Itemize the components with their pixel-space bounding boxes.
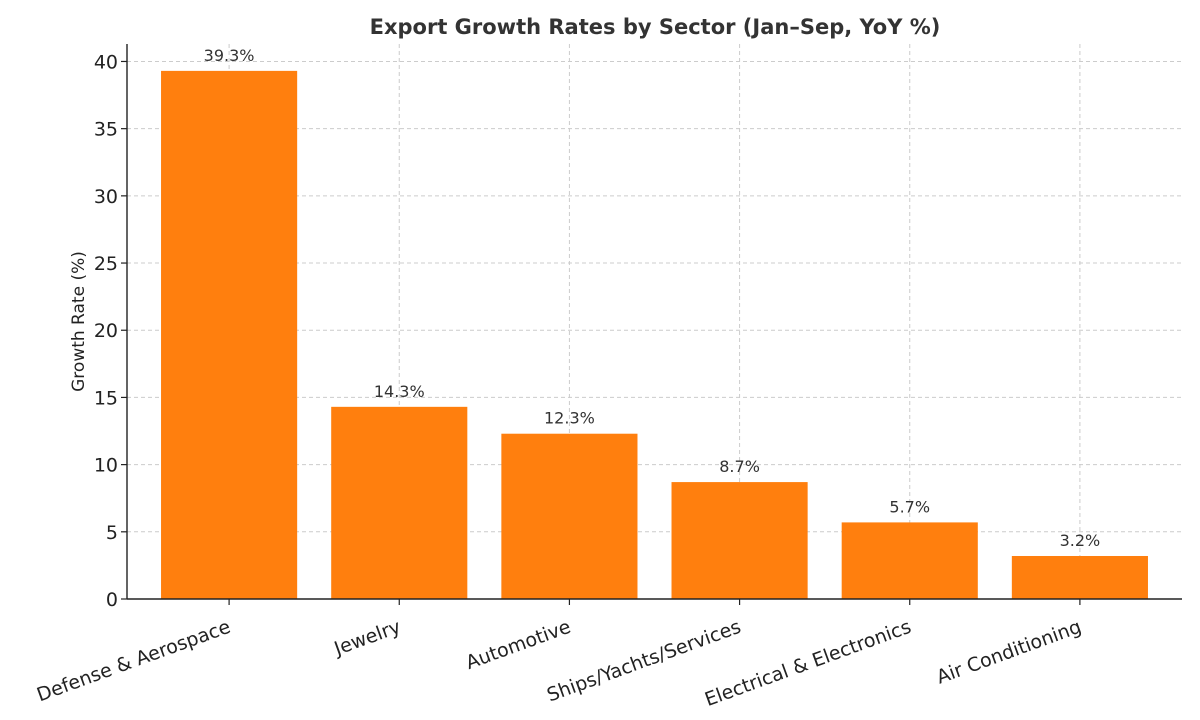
chart-title: Export Growth Rates by Sector (Jan–Sep, … (370, 15, 941, 39)
bar (1011, 555, 1148, 599)
data-labels: 39.3% 14.3% 12.3% 8.7% 5.7% 3.2% (204, 46, 1101, 550)
x-tick-label: Defense & Aerospace (34, 616, 234, 707)
y-tick-label: 10 (94, 455, 118, 477)
bar (331, 406, 468, 599)
y-tick-label: 30 (94, 186, 118, 208)
bar-value-label: 14.3% (374, 382, 425, 401)
bars (161, 70, 1148, 599)
y-tick-label: 15 (94, 387, 118, 409)
bar (841, 522, 978, 599)
bar-value-label: 8.7% (719, 457, 760, 476)
y-tick-labels: 0 5 10 15 20 25 30 35 40 (94, 51, 118, 611)
bar-value-label: 12.3% (544, 409, 595, 428)
axes (121, 44, 1182, 605)
x-tick-label: Jewelry (330, 616, 403, 661)
bar (161, 70, 298, 599)
x-tick-labels: Defense & Aerospace Jewelry AutomotiveShip… (34, 616, 1084, 711)
x-tick-label: Automotive (463, 616, 574, 674)
bar-value-label: 5.7% (889, 497, 930, 516)
y-tick-label: 20 (94, 320, 118, 342)
bar-value-label: 3.2% (1060, 531, 1101, 550)
y-tick-label: 5 (106, 522, 118, 544)
y-tick-label: 35 (94, 119, 118, 141)
y-tick-label: 25 (94, 253, 118, 275)
y-tick-label: 40 (94, 51, 118, 73)
x-tick-label: Air Conditioning (934, 616, 1085, 689)
y-tick-label: 0 (106, 589, 118, 611)
bar-value-label: 39.3% (204, 46, 255, 65)
bar (671, 482, 808, 599)
y-axis-label: Growth Rate (%) (69, 251, 89, 392)
bar (501, 433, 638, 599)
